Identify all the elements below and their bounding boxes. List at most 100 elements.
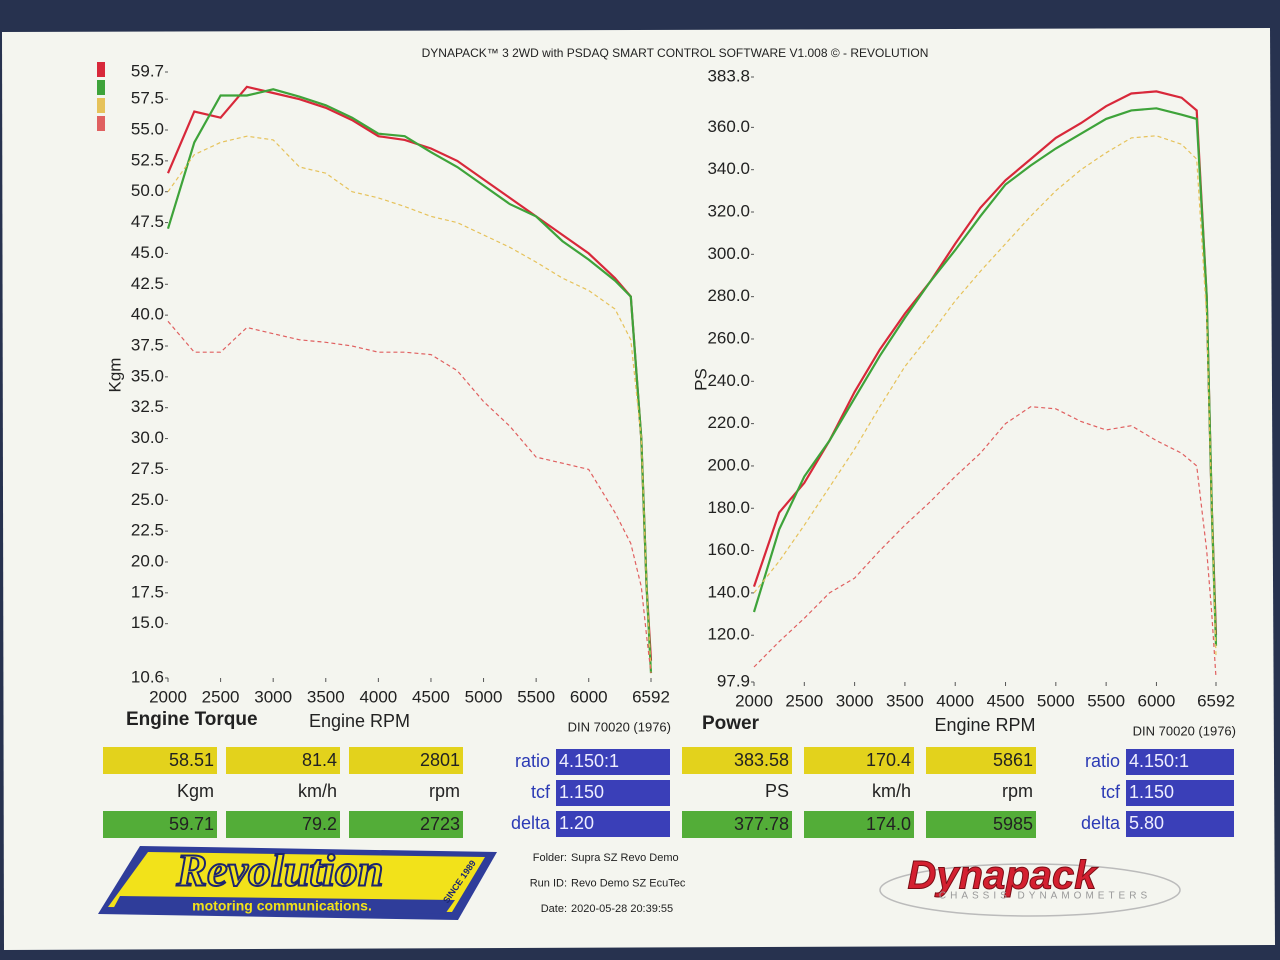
y-tick-label: 160.0 [707, 540, 750, 559]
y-tick-label: 97.9 [717, 671, 750, 690]
run1-value: 58.51 [169, 750, 214, 770]
y-tick-label: 37.5 [131, 335, 164, 354]
x-tick-label: 2000 [735, 691, 773, 710]
chart-note: DIN 70020 (1976) [1133, 723, 1236, 738]
y-tick-label: 340.0 [707, 159, 750, 178]
footer-value: Revo Demo SZ EcuTec [571, 877, 686, 889]
x-tick-label: 5500 [517, 687, 555, 706]
run1-value: 170.4 [866, 750, 911, 770]
x-axis-label: Engine RPM [934, 715, 1035, 735]
series-line [753, 406, 1217, 678]
run1-box [926, 747, 1036, 774]
run2-value: 5985 [993, 814, 1033, 834]
run2-box [103, 811, 217, 838]
y-tick-label: 120.0 [707, 625, 750, 644]
series-line [752, 107, 1218, 646]
run2-box [226, 811, 340, 838]
x-tick-label: 6592 [632, 687, 670, 706]
run2-value: 59.71 [169, 814, 214, 834]
legend-swatch [97, 80, 105, 95]
param-value: 1.20 [559, 813, 594, 833]
x-tick-label: 6000 [1138, 691, 1176, 710]
run1-value: 2801 [420, 750, 460, 770]
x-tick-label: 4000 [936, 691, 974, 710]
revolution-logo: Revolution motoring communications. SINC… [98, 844, 497, 920]
x-tick-label: 5500 [1087, 691, 1125, 710]
y-tick-label: 300.0 [707, 244, 750, 263]
x-tick-label: 2500 [785, 691, 823, 710]
y-tick-label: 30.0 [131, 428, 164, 447]
series-line [167, 135, 652, 674]
unit-label: Kgm [177, 781, 214, 801]
param-value: 1.150 [1129, 782, 1174, 802]
y-tick-label: 50.0 [131, 181, 164, 200]
dynapack-tagline: CHASSIS DYNAMOMETERS [939, 891, 1151, 902]
x-tick-label: 4500 [412, 687, 450, 706]
y-tick-label: 17.5 [131, 582, 164, 601]
param-label: delta [1081, 813, 1121, 833]
param-box [1126, 780, 1234, 806]
y-tick-label: 140.0 [707, 582, 750, 601]
y-tick-label: 180.0 [707, 498, 750, 517]
unit-label: PS [765, 781, 789, 801]
legend-swatch [97, 62, 105, 77]
y-tick-label: 20.0 [131, 551, 164, 570]
run2-box [682, 811, 792, 838]
y-tick-label: 47.5 [131, 212, 164, 231]
param-label: ratio [1085, 751, 1120, 771]
footer-label: Run ID: [530, 877, 567, 889]
param-label: tcf [1101, 782, 1121, 802]
y-tick-label: 27.5 [131, 459, 164, 478]
param-value: 5.80 [1129, 813, 1164, 833]
legend-swatch [97, 116, 105, 131]
dynapack-wordmark: Dynapack [908, 854, 1099, 898]
y-tick-label: 59.7 [131, 61, 164, 80]
run2-box [349, 811, 463, 838]
run2-box [926, 811, 1036, 838]
chart-note: DIN 70020 (1976) [568, 719, 671, 734]
x-tick-label: 3500 [307, 687, 345, 706]
x-tick-label: 5000 [465, 687, 503, 706]
unit-label: km/h [298, 781, 337, 801]
run1-value: 5861 [993, 750, 1033, 770]
unit-label: km/h [872, 781, 911, 801]
run1-box [682, 747, 792, 774]
y-tick-label: 10.6 [131, 667, 164, 686]
param-box [1126, 811, 1234, 837]
series-line [166, 88, 653, 674]
y-tick-label: 260.0 [707, 328, 750, 347]
run1-value: 81.4 [302, 750, 337, 770]
y-axis-label: Kgm [105, 358, 124, 393]
x-axis-label: Engine RPM [309, 711, 410, 731]
y-tick-label: 40.0 [131, 305, 164, 324]
param-label: delta [511, 813, 551, 833]
run1-box [804, 747, 914, 774]
param-box [556, 811, 670, 837]
revolution-tagline: motoring communications. [192, 898, 372, 914]
y-tick-label: 22.5 [131, 521, 164, 540]
y-tick-label: 55.0 [131, 119, 164, 138]
x-tick-label: 3000 [836, 691, 874, 710]
param-value: 4.150:1 [559, 751, 619, 771]
y-tick-label: 383.8 [707, 66, 750, 85]
x-tick-label: 4000 [359, 687, 397, 706]
y-tick-label: 42.5 [131, 274, 164, 293]
run1-box [103, 747, 217, 774]
param-box [556, 780, 670, 806]
x-tick-label: 4500 [987, 691, 1025, 710]
param-value: 1.150 [559, 782, 604, 802]
run2-value: 377.78 [734, 814, 789, 834]
x-tick-label: 5000 [1037, 691, 1075, 710]
x-tick-label: 2500 [202, 687, 240, 706]
footer-value: Supra SZ Revo Demo [571, 852, 679, 864]
y-tick-label: 220.0 [707, 413, 750, 432]
series-line [752, 90, 1218, 636]
x-tick-label: 6592 [1197, 691, 1235, 710]
y-tick-label: 45.0 [131, 243, 164, 262]
y-tick-label: 240.0 [707, 371, 750, 390]
x-tick-label: 3000 [254, 687, 292, 706]
legend-swatch [97, 98, 105, 113]
x-tick-label: 6000 [570, 687, 608, 706]
unit-label: rpm [429, 781, 460, 801]
param-label: tcf [531, 782, 551, 802]
